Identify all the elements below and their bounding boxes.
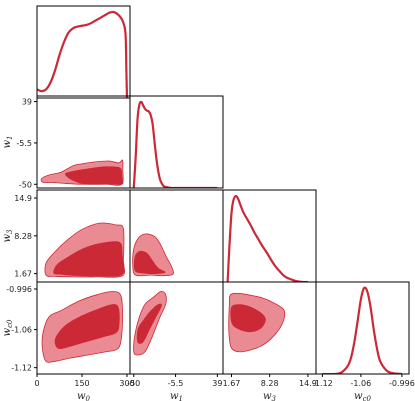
marginal-w1 (132, 100, 218, 188)
panel-bg-wc0-wc0 (316, 282, 409, 374)
x-tick-label-w1-1: -5.5 (168, 379, 184, 388)
y-tick-label-wc0-0: -1.12 (11, 364, 32, 373)
contour-inner-w3-wc0 (230, 304, 266, 333)
y-tick-label-w3-2: 14.9 (14, 194, 32, 203)
panel-bg-w3-w3 (223, 190, 316, 282)
contour-inner-w1-w3 (133, 250, 166, 275)
contour-inner-w0-w1 (64, 166, 124, 185)
y-axis-label-sub-wc0: c0 (6, 319, 14, 328)
marginal-w0 (37, 10, 129, 98)
contour-w1-wc0 (133, 291, 167, 356)
x-axis-label-w1: w1 (170, 391, 183, 401)
y-axis-label-w3: w3 (2, 229, 14, 243)
contour-w0-w3 (44, 222, 126, 278)
y-axis-label-wc0: wc0 (2, 319, 14, 336)
contour-w1-w3 (132, 233, 174, 277)
marginal-wc0 (322, 286, 403, 374)
y-axis-label-w1: w1 (2, 135, 14, 148)
x-axis-label-wc0: wc0 (354, 391, 371, 401)
x-tick-label-w0-2: 300 (119, 379, 134, 388)
marginal-curve-w3 (226, 194, 308, 282)
panel-frame-wc0-wc0 (315, 281, 410, 375)
x-tick-label-w1-0: -50 (127, 379, 140, 388)
x-tick-label-wc0-0: -1.12 (312, 379, 333, 388)
contour-w0-w1 (40, 159, 124, 186)
x-tick-label-w3-0: 1.67 (223, 379, 241, 388)
x-tick-label-wc0-2: -0.996 (389, 379, 415, 388)
marginal-w3 (226, 194, 308, 282)
panel-frame-w0-w0 (36, 5, 131, 99)
x-axis-label-w3: w3 (263, 391, 277, 401)
y-tick-label-w1-1: -5.5 (16, 139, 32, 148)
marginal-curve-wc0 (322, 286, 403, 374)
contour-inner-w0-wc0 (54, 304, 120, 350)
y-tick-label-wc0-1: -1.06 (11, 326, 32, 335)
marginal-curve-w1 (132, 100, 218, 188)
contour-inner-w1-wc0 (136, 303, 162, 344)
x-tick-label-w0-0: 0 (34, 379, 39, 388)
panel-bg-w1-w1 (130, 96, 223, 188)
x-axis-label-w0: w0 (77, 391, 91, 401)
panel-frame-w1-w1 (129, 95, 224, 189)
x-tick-label-w0-1: 150 (74, 379, 89, 388)
y-axis-label-sub-w3: 3 (6, 229, 14, 234)
x-axis-label-sub-w1: 1 (179, 395, 183, 401)
x-tick-label-w1-2: 39 (212, 379, 222, 388)
marginal-curve-w0 (37, 10, 129, 98)
x-tick-label-w3-2: 14.9 (299, 379, 317, 388)
y-tick-label-w3-1: 8.28 (14, 232, 32, 241)
y-tick-label-w3-0: 1.67 (14, 270, 32, 279)
y-tick-label-w1-0: -50 (19, 180, 32, 189)
y-axis-label-sub-w1: 1 (6, 135, 14, 139)
x-axis-label-sub-wc0: c0 (363, 395, 372, 401)
x-tick-label-wc0-1: -1.06 (351, 379, 372, 388)
contour-w3-wc0 (228, 292, 286, 353)
y-tick-label-w1-2: 39 (22, 98, 32, 107)
y-tick-label-wc0-2: -0.996 (6, 285, 32, 294)
x-axis-label-sub-w0: 0 (86, 395, 91, 401)
x-axis-label-sub-w3: 3 (272, 395, 277, 401)
x-tick-label-w3-1: 8.28 (261, 379, 279, 388)
panel-bg-w0-w0 (37, 6, 130, 98)
contour-w0-wc0 (41, 291, 123, 363)
contour-inner-w0-w3 (53, 241, 125, 277)
